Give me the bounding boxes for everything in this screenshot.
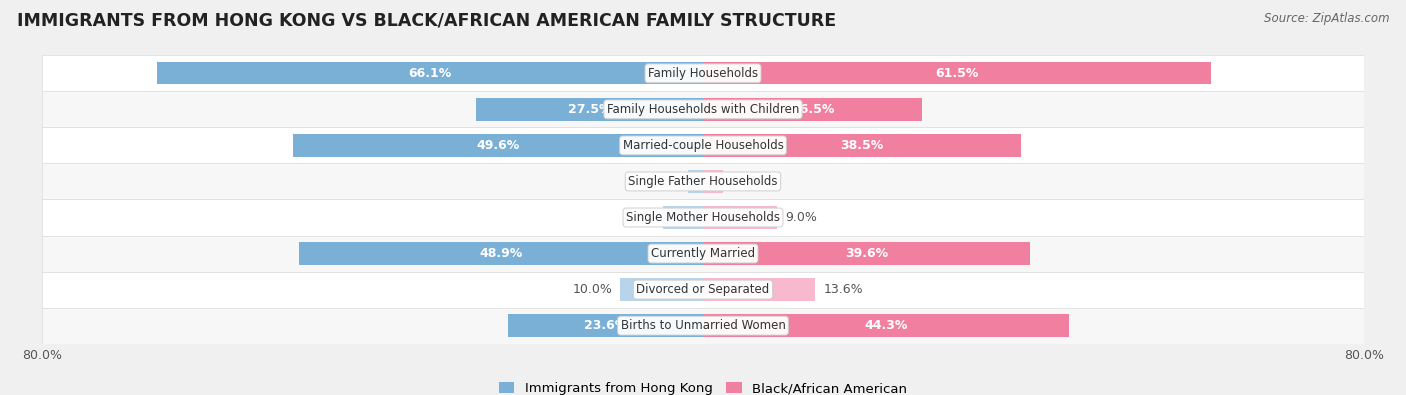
Text: 2.4%: 2.4% <box>731 175 763 188</box>
Text: 27.5%: 27.5% <box>568 103 612 116</box>
Text: 66.1%: 66.1% <box>408 67 451 80</box>
Bar <box>703 170 723 193</box>
Text: 44.3%: 44.3% <box>865 319 908 332</box>
Text: 13.6%: 13.6% <box>824 283 863 296</box>
Bar <box>42 128 1364 164</box>
Bar <box>42 164 1364 199</box>
Bar <box>157 62 703 85</box>
Bar <box>620 278 703 301</box>
Text: 61.5%: 61.5% <box>935 67 979 80</box>
Bar <box>294 134 703 156</box>
Bar <box>688 170 703 193</box>
Text: Family Households: Family Households <box>648 67 758 80</box>
Bar <box>508 314 703 337</box>
Bar <box>42 235 1364 272</box>
Text: 39.6%: 39.6% <box>845 247 889 260</box>
Text: Single Mother Households: Single Mother Households <box>626 211 780 224</box>
Bar <box>703 243 1031 265</box>
Bar <box>42 272 1364 308</box>
Bar <box>299 243 703 265</box>
Text: IMMIGRANTS FROM HONG KONG VS BLACK/AFRICAN AMERICAN FAMILY STRUCTURE: IMMIGRANTS FROM HONG KONG VS BLACK/AFRIC… <box>17 12 837 30</box>
Text: Family Households with Children: Family Households with Children <box>607 103 799 116</box>
Text: 1.8%: 1.8% <box>648 175 681 188</box>
Text: Married-couple Households: Married-couple Households <box>623 139 783 152</box>
Bar <box>42 55 1364 91</box>
Text: 10.0%: 10.0% <box>572 283 612 296</box>
Bar <box>703 134 1021 156</box>
Text: 38.5%: 38.5% <box>841 139 883 152</box>
Text: Single Father Households: Single Father Households <box>628 175 778 188</box>
Text: Divorced or Separated: Divorced or Separated <box>637 283 769 296</box>
Bar <box>42 308 1364 344</box>
Text: 4.8%: 4.8% <box>623 211 655 224</box>
Text: 23.6%: 23.6% <box>583 319 627 332</box>
Bar <box>664 206 703 229</box>
Bar <box>42 91 1364 128</box>
Text: Births to Unmarried Women: Births to Unmarried Women <box>620 319 786 332</box>
Bar <box>42 199 1364 235</box>
Text: Currently Married: Currently Married <box>651 247 755 260</box>
Bar <box>703 98 922 120</box>
Bar <box>703 62 1211 85</box>
Text: Source: ZipAtlas.com: Source: ZipAtlas.com <box>1264 12 1389 25</box>
Bar <box>475 98 703 120</box>
Text: 9.0%: 9.0% <box>786 211 817 224</box>
Text: 49.6%: 49.6% <box>477 139 520 152</box>
Bar <box>703 314 1069 337</box>
Bar <box>703 278 815 301</box>
Text: 48.9%: 48.9% <box>479 247 523 260</box>
Legend: Immigrants from Hong Kong, Black/African American: Immigrants from Hong Kong, Black/African… <box>494 377 912 395</box>
Bar <box>703 206 778 229</box>
Text: 26.5%: 26.5% <box>790 103 834 116</box>
